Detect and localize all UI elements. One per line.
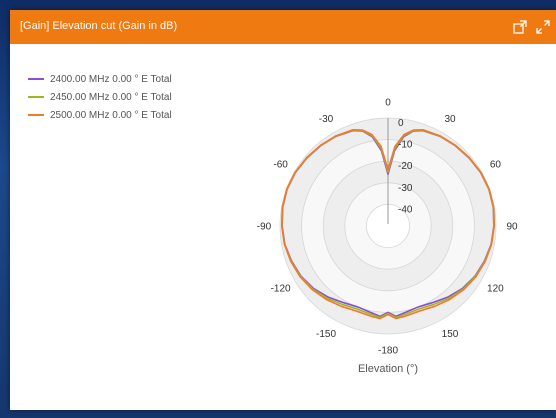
- angle-tick-label: -30: [319, 114, 334, 125]
- angle-tick-label: 120: [487, 284, 504, 295]
- legend-swatch: [28, 96, 44, 98]
- legend-item[interactable]: 2500.00 MHz 0.00 ° E Total: [28, 106, 172, 124]
- angle-tick-label: 30: [444, 114, 456, 125]
- legend-label: 2450.00 MHz 0.00 ° E Total: [50, 91, 172, 103]
- chart-legend: 2400.00 MHz 0.00 ° E Total 2450.00 MHz 0…: [28, 70, 172, 124]
- angle-tick-label: 60: [490, 160, 502, 171]
- radial-tick-label: -30: [398, 183, 413, 194]
- series-line-2: [280, 128, 496, 320]
- panel-title-bar: [Gain] Elevation cut (Gain in dB): [10, 10, 556, 44]
- elevation-cut-panel: [Gain] Elevation cut (Gain in dB) 2400.0…: [10, 10, 556, 410]
- angle-tick-label: -180: [378, 346, 398, 357]
- angle-tick-label: 0: [385, 98, 391, 109]
- legend-item[interactable]: 2450.00 MHz 0.00 ° E Total: [28, 88, 172, 106]
- legend-label: 2400.00 MHz 0.00 ° E Total: [50, 73, 172, 85]
- angle-tick-label: -150: [316, 329, 336, 340]
- polar-chart: 0 30 60 90 120 150 -180 -150 -120 -90 -60 -30 0 -10 -2…: [257, 98, 518, 376]
- angle-tick-label: 150: [442, 329, 459, 340]
- angle-tick-label: 90: [506, 222, 518, 233]
- popout-icon[interactable]: [512, 19, 528, 35]
- legend-label: 2500.00 MHz 0.00 ° E Total: [50, 109, 172, 121]
- radial-tick-label: 0: [398, 118, 404, 129]
- x-axis-label: Elevation (°): [358, 363, 418, 375]
- expand-icon[interactable]: [535, 19, 551, 35]
- legend-swatch: [28, 78, 44, 80]
- legend-item[interactable]: 2400.00 MHz 0.00 ° E Total: [28, 70, 172, 88]
- angle-tick-label: -60: [273, 160, 288, 171]
- legend-swatch: [28, 114, 44, 116]
- angle-tick-label: -90: [257, 222, 272, 233]
- radial-tick-label: -40: [398, 204, 413, 215]
- radial-tick-label: -10: [398, 140, 413, 151]
- radial-tick-label: -20: [398, 161, 413, 172]
- panel-title: [Gain] Elevation cut (Gain in dB): [20, 20, 178, 32]
- angle-tick-label: -120: [271, 284, 291, 295]
